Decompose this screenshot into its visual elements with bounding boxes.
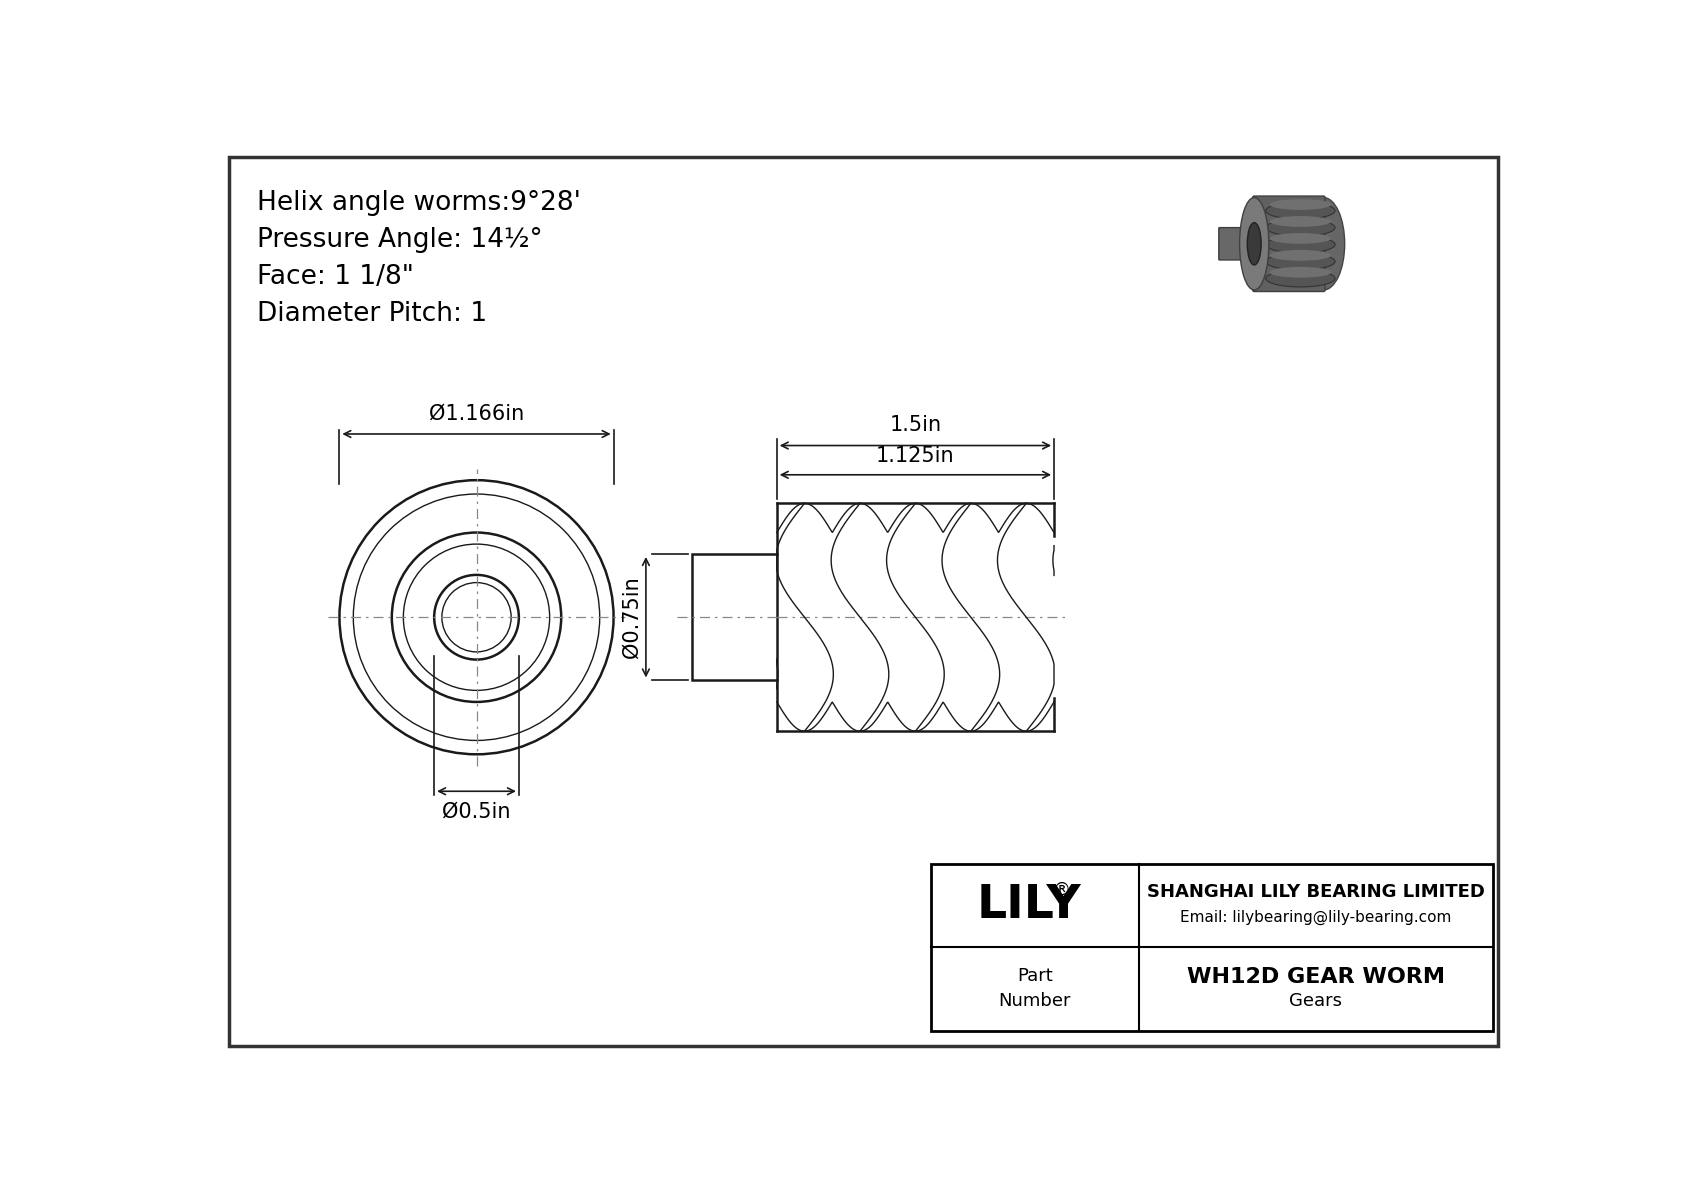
Text: Face: 1 1/8": Face: 1 1/8" <box>258 264 414 289</box>
Text: Gears: Gears <box>1290 992 1342 1010</box>
Ellipse shape <box>1270 267 1332 278</box>
Ellipse shape <box>1266 252 1335 270</box>
Text: Ø0.75in: Ø0.75in <box>621 576 642 659</box>
Ellipse shape <box>1248 223 1261 264</box>
Ellipse shape <box>1266 270 1335 287</box>
Text: Ø0.5in: Ø0.5in <box>443 802 510 822</box>
Text: WH12D GEAR WORM: WH12D GEAR WORM <box>1187 967 1445 986</box>
Text: 1.5in: 1.5in <box>889 414 941 435</box>
Text: Diameter Pitch: 1: Diameter Pitch: 1 <box>258 301 487 326</box>
Text: Part
Number: Part Number <box>999 967 1071 1010</box>
Bar <box>692 554 776 680</box>
FancyBboxPatch shape <box>1253 197 1325 292</box>
Bar <box>931 863 1494 1030</box>
Ellipse shape <box>1266 219 1335 236</box>
Ellipse shape <box>1270 216 1332 226</box>
Text: 1.125in: 1.125in <box>876 445 955 466</box>
Text: Ø1.166in: Ø1.166in <box>429 404 524 423</box>
Ellipse shape <box>1270 199 1332 210</box>
Text: SHANGHAI LILY BEARING LIMITED: SHANGHAI LILY BEARING LIMITED <box>1147 883 1485 900</box>
Ellipse shape <box>1239 198 1268 289</box>
Text: Email: lilybearing@lily-bearing.com: Email: lilybearing@lily-bearing.com <box>1180 910 1452 925</box>
Ellipse shape <box>1270 250 1332 261</box>
Text: LILY: LILY <box>977 883 1081 928</box>
FancyBboxPatch shape <box>1219 227 1255 260</box>
Ellipse shape <box>1270 233 1332 244</box>
Ellipse shape <box>1302 198 1346 289</box>
Ellipse shape <box>1266 202 1335 219</box>
Text: Helix angle worms:9°28': Helix angle worms:9°28' <box>258 189 581 216</box>
Text: ®: ® <box>1052 881 1071 899</box>
Ellipse shape <box>1266 236 1335 252</box>
Text: Pressure Angle: 14½°: Pressure Angle: 14½° <box>258 226 542 252</box>
